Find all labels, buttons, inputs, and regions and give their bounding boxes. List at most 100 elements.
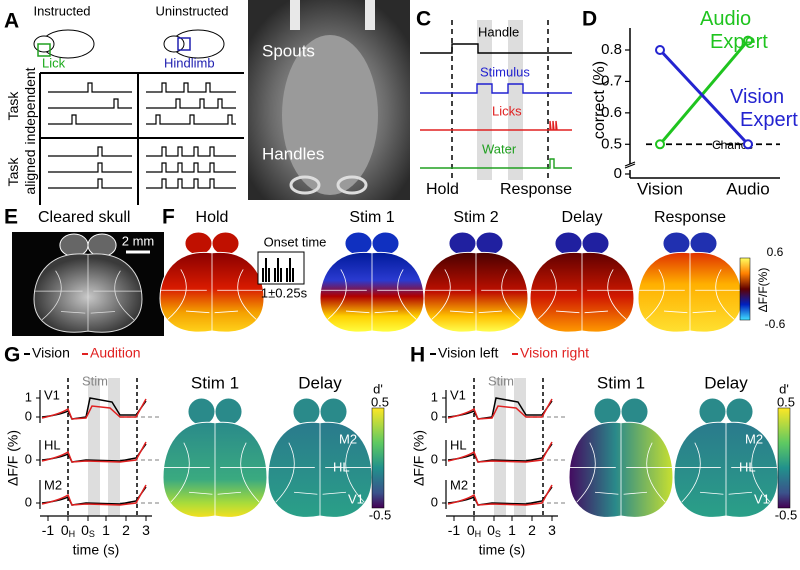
olfactory-bulb (344, 231, 373, 256)
x-tick-label: 2 (528, 522, 536, 538)
area-borders (160, 252, 264, 332)
series-line (658, 48, 750, 146)
colorbar-tick: 0.5 (371, 394, 389, 409)
area-borders (530, 252, 634, 332)
row-label-line: Task (5, 91, 21, 121)
hist-bar (286, 268, 288, 282)
point (743, 139, 753, 150)
y-tick-label: 0 (25, 408, 32, 423)
stim-band (508, 20, 523, 180)
x-tick-text: -1 (42, 522, 55, 538)
olfactory-bulb (689, 231, 718, 256)
hist-bar (262, 268, 264, 282)
y-tick-label: 0 (25, 451, 32, 466)
panel-letter: A (4, 10, 19, 33)
region-label: HL (450, 437, 467, 452)
olfactory-bulb (211, 231, 240, 256)
x-tick-text: 3 (142, 522, 150, 538)
column-title: Instructed (33, 3, 90, 18)
map-title: Hold (196, 209, 229, 226)
hist-bar (289, 258, 291, 282)
hist-bar (277, 258, 279, 282)
event-trace (48, 178, 132, 189)
point (655, 45, 665, 55)
map-title: Stim 1 (191, 373, 239, 392)
x-tick-text: 0 (467, 522, 475, 538)
effector-label: Hindlimb (164, 55, 215, 70)
event-trace (146, 162, 236, 173)
x-tick-text: 2 (528, 522, 536, 538)
olfactory-bulb (187, 397, 216, 426)
map-region: HL (739, 459, 756, 474)
x-tick-label: 0H (467, 522, 481, 540)
legend-word: Vision (730, 86, 784, 108)
colorbar-tick: 0.6 (767, 245, 784, 259)
handle (289, 175, 321, 195)
map-region: V1 (754, 491, 770, 506)
stim-band (108, 378, 120, 516)
olfactory-bulb (184, 231, 213, 256)
trace-label: Stimulus (480, 64, 530, 79)
trace (41, 398, 147, 420)
y-tick-label: 1 (431, 389, 438, 404)
event-trace (146, 146, 236, 157)
row-label-line: aligned (22, 149, 38, 194)
olfactory-bulb (475, 231, 504, 256)
hist-bar (265, 258, 267, 282)
y-tick-label: 0.6 (601, 104, 622, 121)
y-tick-label: 0 (431, 494, 438, 509)
legend-word: Audio (700, 8, 751, 30)
y-tick-label: 0 (614, 165, 622, 182)
phase-label: Hold (426, 181, 459, 198)
region-label: V1 (450, 387, 466, 402)
x-tick-label: 0H (61, 522, 75, 540)
olfactory-bulb (87, 233, 117, 257)
legend-entry: Audio Expert (700, 8, 768, 53)
olfactory-bulb (593, 397, 622, 426)
map-region: M2 (745, 431, 763, 446)
scale-label: 2 mm (122, 233, 155, 248)
legend-entry: Audition (90, 345, 141, 361)
map-title: Stim 2 (453, 209, 498, 226)
axis-break (624, 161, 636, 169)
handle (336, 175, 368, 195)
region-label: V1 (44, 387, 60, 402)
legend-entry: Vision Expert (730, 86, 798, 131)
olfactory-bulb (581, 231, 610, 256)
trace (420, 120, 572, 131)
x-tick-text: 0 (81, 522, 89, 538)
trace (420, 83, 572, 94)
trace (447, 441, 553, 463)
colorbar-label: d' (779, 381, 789, 396)
event-trace (48, 82, 132, 93)
colorbar-tick: -0.5 (369, 507, 391, 522)
event-trace (48, 146, 132, 157)
hist-bar (274, 268, 276, 282)
row-label: Taskindependent (5, 67, 38, 144)
x-tick-text: 0 (61, 522, 69, 538)
area-borders (674, 422, 778, 517)
y-axis-label: correct (%) (591, 61, 608, 139)
colorbar-tick: 0.5 (777, 394, 795, 409)
legend-entry: Vision left (438, 345, 499, 361)
trace (41, 441, 147, 463)
panel-letter: E (4, 206, 18, 229)
map-region: HL (333, 459, 350, 474)
y-tick-label: 0.7 (601, 72, 622, 89)
point (655, 139, 665, 150)
event-trace (48, 162, 132, 173)
trace-label: Water (482, 141, 517, 156)
x-tick-text: 1 (102, 522, 110, 538)
event-trace (48, 114, 132, 125)
map-region: V1 (348, 491, 364, 506)
region-label: M2 (450, 477, 468, 492)
colorbar-tick: -0.5 (775, 507, 797, 522)
x-tick-label: 2 (122, 522, 130, 538)
photo-label: Spouts (262, 41, 315, 60)
y-tick-label: 0 (431, 408, 438, 423)
y-tick-label: 0.8 (601, 41, 622, 58)
area-borders (34, 254, 142, 332)
hist-bar (268, 268, 270, 282)
x-tick-sub: H (69, 529, 76, 539)
panel-letter: F (162, 206, 175, 229)
